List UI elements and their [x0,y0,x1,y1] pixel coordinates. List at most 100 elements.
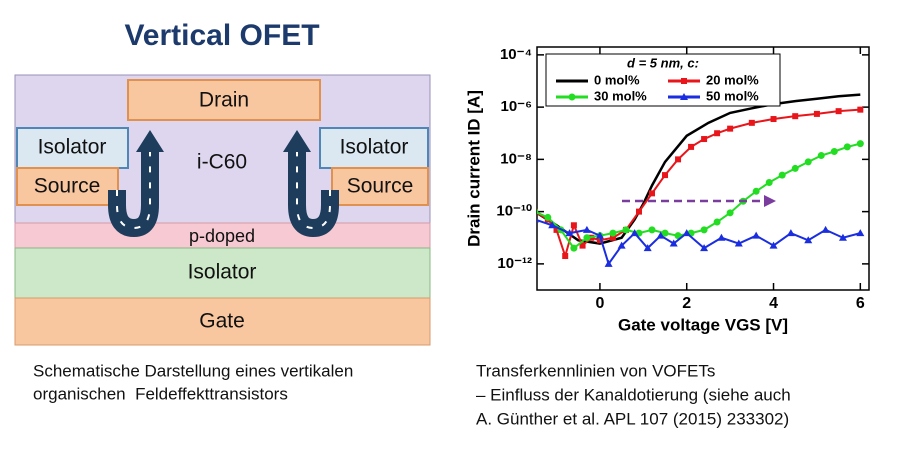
marker [857,106,864,113]
x-tick-label: 6 [856,295,865,312]
isolator-layer [14,247,431,299]
marker [786,229,795,237]
source-left [16,167,119,206]
current-arrow-right [283,130,339,238]
label: i-C60 [197,151,247,174]
isolator-right [319,127,429,169]
marker [714,130,721,137]
marker [682,229,691,237]
marker [817,152,825,160]
marker [579,242,586,249]
marker [791,164,799,172]
marker [804,158,812,166]
y-tick-label: 10⁻⁶ [500,98,532,115]
marker [813,110,820,117]
marker [843,143,851,151]
marker [688,143,695,150]
marker [583,234,591,242]
current-arrow-left [108,130,164,238]
marker [635,208,642,215]
marker [630,229,639,237]
label: Drain [199,89,249,112]
y-tick-label: 10⁻⁴ [500,46,532,63]
marker [700,244,709,252]
series-line [537,219,861,267]
marker [617,241,626,249]
label: Isolator [340,136,409,159]
drain [127,79,321,121]
x-tick-label: 0 [595,295,604,312]
label: p-doped [189,226,255,246]
marker [752,231,761,239]
legend-marker [681,78,687,84]
marker [570,222,577,229]
y-tick-label: 10⁻¹² [497,255,532,272]
marker [770,116,777,123]
legend-label: 0 mol% [594,72,640,87]
marker [717,233,726,241]
marker [769,241,778,249]
marker [656,231,665,239]
label: Gate [199,310,245,333]
marker [661,229,669,237]
marker [726,209,734,217]
series-line [537,93,861,245]
marker [701,136,708,143]
caption: Schematische Darstellung eines vertikale… [33,361,353,380]
y-tick-label: 10⁻⁸ [500,150,532,167]
marker [562,253,569,260]
marker [604,259,613,267]
series-line [537,108,861,260]
marker [553,226,560,233]
label: Isolator [188,261,257,284]
y-tick-label: 10⁻¹⁰ [496,203,532,220]
caption: – Einfluss der Kanaldotierung (siehe auc… [476,385,791,404]
marker [609,234,616,241]
p-doped-layer [14,222,431,249]
marker [713,218,721,226]
marker [595,231,604,239]
marker [544,213,552,221]
isolator-left [16,127,129,169]
diagram-title: Vertical OFET [124,19,319,52]
marker [804,236,813,244]
marker [856,140,864,148]
marker [675,156,682,163]
x-axis-label: Gate voltage VGS [V] [618,315,788,334]
marker [643,244,652,252]
legend-label: 20 mol% [706,72,759,87]
marker [548,221,557,229]
y-axis-label: Drain current ID [A] [464,90,483,247]
legend-label: 50 mol% [706,88,759,103]
legend-title: d = 5 nm, c: [627,55,699,70]
marker [748,119,755,126]
caption: Transferkennlinien von VOFETs [476,361,715,380]
caption: A. Günther et al. APL 107 (2015) 233302) [476,409,789,428]
marker [537,208,539,215]
marker [649,190,656,197]
x-tick-label: 2 [682,295,691,312]
marker [622,226,630,234]
shift-arrow-head [764,195,776,207]
marker [727,125,734,132]
marker [835,108,842,115]
marker [765,179,773,187]
marker [778,171,786,179]
marker [752,187,760,195]
gate-layer [14,297,431,346]
legend: d = 5 nm, c: 0 mol% 20 mol% 30 mol% 50 mol% [545,53,781,107]
marker [821,225,830,233]
marker [582,225,591,233]
marker [648,226,656,234]
marker [830,148,838,156]
label: Isolator [38,136,107,159]
x-tick-label: 4 [769,295,778,312]
caption: organischen Feldeffekttransistors [33,384,288,403]
marker [792,113,799,120]
marker [609,229,617,237]
marker [662,172,669,179]
marker [700,226,708,234]
legend-marker [568,93,576,101]
marker [669,239,678,247]
